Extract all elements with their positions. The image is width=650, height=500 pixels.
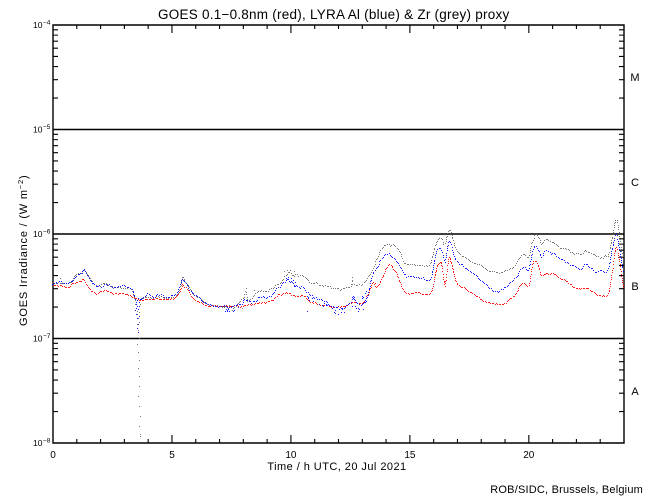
svg-text:5: 5 bbox=[169, 450, 175, 461]
svg-text:20: 20 bbox=[523, 450, 535, 461]
svg-text:15: 15 bbox=[404, 450, 416, 461]
svg-text:−6: −6 bbox=[43, 228, 51, 235]
svg-text:ROB/SIDC, Brussels, Belgium: ROB/SIDC, Brussels, Belgium bbox=[490, 484, 643, 496]
svg-text:−4: −4 bbox=[43, 19, 51, 26]
svg-text:GOES 0.1−0.8nm (red), LYRA Al: GOES 0.1−0.8nm (red), LYRA Al (blue) & Z… bbox=[158, 7, 509, 22]
svg-text:10: 10 bbox=[33, 334, 43, 344]
svg-text:C: C bbox=[631, 177, 639, 189]
svg-text:GOES Irradiance / (W m−2): GOES Irradiance / (W m−2) bbox=[16, 175, 30, 326]
svg-text:10: 10 bbox=[33, 125, 43, 135]
svg-text:−5: −5 bbox=[43, 124, 51, 131]
svg-text:−7: −7 bbox=[43, 333, 51, 340]
svg-text:Time / h UTC, 20 Jul 2021: Time / h UTC, 20 Jul 2021 bbox=[267, 461, 406, 473]
svg-text:B: B bbox=[631, 281, 638, 293]
svg-text:0: 0 bbox=[50, 450, 56, 461]
svg-text:M: M bbox=[630, 72, 639, 84]
svg-text:10: 10 bbox=[33, 229, 43, 239]
svg-text:10: 10 bbox=[33, 438, 43, 448]
svg-text:A: A bbox=[631, 386, 639, 398]
svg-text:10: 10 bbox=[33, 20, 43, 30]
svg-text:10: 10 bbox=[285, 450, 297, 461]
svg-text:−8: −8 bbox=[43, 437, 51, 444]
